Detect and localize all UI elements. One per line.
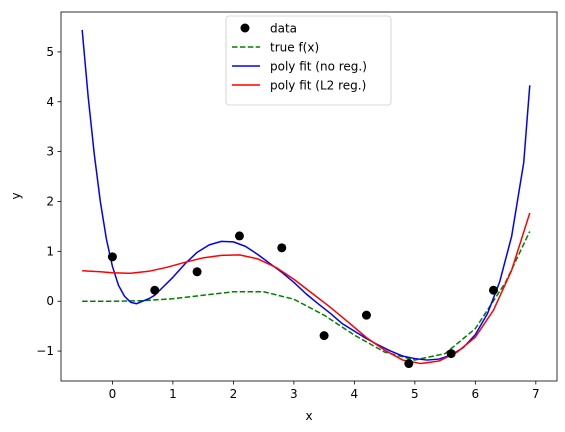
data-point	[319, 331, 329, 341]
x-tick-label: 3	[290, 387, 298, 401]
data-point	[192, 267, 202, 277]
data-point	[361, 310, 371, 320]
y-tick-label: 4	[46, 95, 54, 109]
points-layer	[107, 231, 498, 369]
legend: data true f(x) poly fit (no reg.) poly fit …	[225, 15, 392, 106]
y-tick-label: 0	[46, 294, 54, 308]
y-axis-label: y	[9, 192, 23, 199]
x-tick-label: 6	[472, 387, 480, 401]
x-tick-label: 7	[532, 387, 540, 401]
x-axis-label: x	[305, 409, 312, 423]
data-point	[277, 243, 287, 253]
plot-frame	[60, 11, 558, 382]
x-tick-label: 2	[230, 387, 238, 401]
legend-label: true f(x)	[270, 41, 319, 55]
y-tick-label: 1	[46, 244, 54, 258]
data-point	[150, 285, 160, 295]
x-axis-ticks: 0 1 2 3 4 5 6 7	[109, 381, 540, 401]
data-point	[488, 285, 498, 295]
x-tick-label: 5	[411, 387, 419, 401]
series-line-true-f-x	[82, 231, 531, 361]
legend-label: poly fit (no reg.)	[270, 60, 367, 74]
x-tick-label: 4	[351, 387, 359, 401]
y-tick-label: −1	[36, 344, 54, 358]
y-axis-ticks: −1 0 1 2 3 4 5	[36, 45, 61, 358]
y-tick-label: 3	[46, 145, 54, 159]
legend-label: poly fit (L2 reg.)	[270, 79, 366, 93]
data-point	[446, 349, 456, 359]
x-tick-label: 1	[169, 387, 177, 401]
x-tick-label: 0	[109, 387, 117, 401]
y-tick-label: 2	[46, 194, 54, 208]
data-point	[234, 231, 244, 241]
y-tick-label: 5	[46, 45, 54, 59]
legend-marker	[240, 23, 250, 33]
legend-box	[225, 15, 392, 106]
data-point	[404, 359, 414, 369]
legend-label: data	[270, 22, 297, 36]
data-point	[107, 252, 117, 262]
